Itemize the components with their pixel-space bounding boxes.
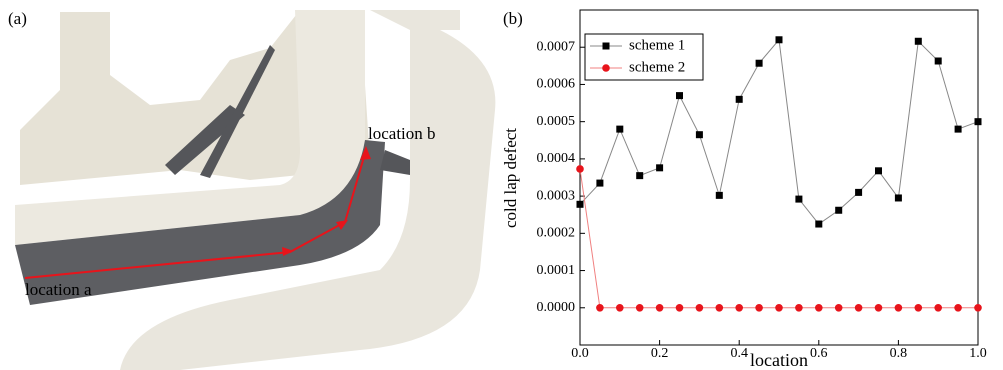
x-tick-label: 1.0 — [969, 346, 987, 361]
marker — [975, 118, 982, 125]
x-tick-label: 0.2 — [651, 346, 669, 361]
marker — [954, 304, 962, 312]
marker — [676, 92, 683, 99]
legend-label: scheme 1 — [629, 37, 685, 53]
marker — [974, 304, 982, 312]
marker — [735, 304, 743, 312]
marker — [915, 38, 922, 45]
marker — [895, 304, 903, 312]
marker — [934, 304, 942, 312]
marker — [875, 304, 883, 312]
x-tick-label: 0.0 — [571, 346, 589, 361]
y-tick-label: 0.0005 — [537, 114, 576, 129]
marker — [835, 207, 842, 214]
marker — [775, 304, 783, 312]
render-panel: (a) location a location b — [0, 0, 495, 370]
marker — [935, 57, 942, 64]
marker — [815, 304, 823, 312]
marker — [656, 304, 664, 312]
y-tick-label: 0.0007 — [537, 39, 576, 54]
series-line — [580, 169, 978, 308]
marker — [576, 165, 584, 173]
marker — [696, 304, 704, 312]
x-tick-label: 0.6 — [810, 346, 828, 361]
marker — [756, 60, 763, 67]
y-tick-label: 0.0003 — [537, 188, 576, 203]
marker — [596, 304, 604, 312]
marker — [716, 304, 724, 312]
marker — [616, 126, 623, 133]
y-tick-label: 0.0006 — [537, 77, 576, 92]
x-axis-label: location — [750, 350, 808, 370]
marker — [776, 36, 783, 43]
marker — [636, 172, 643, 179]
marker — [855, 304, 863, 312]
figure: (a) location a location b (b) cold lap d… — [0, 0, 1003, 370]
panel-label: (b) — [503, 9, 523, 28]
y-tick-label: 0.0000 — [537, 300, 576, 315]
y-tick-label: 0.0001 — [537, 263, 576, 278]
legend-label: scheme 2 — [629, 59, 685, 75]
marker — [835, 304, 843, 312]
marker — [596, 180, 603, 187]
marker — [895, 194, 902, 201]
marker — [875, 167, 882, 174]
marker — [676, 304, 684, 312]
marker — [696, 131, 703, 138]
y-axis-label: cold lap defect — [501, 128, 520, 228]
legend-marker — [602, 64, 610, 72]
marker — [636, 304, 644, 312]
pipe-end — [430, 10, 460, 30]
annotation: location b — [368, 124, 436, 143]
marker — [855, 189, 862, 196]
marker — [815, 221, 822, 228]
marker — [755, 304, 763, 312]
marker — [915, 304, 923, 312]
marker — [716, 192, 723, 199]
legend-marker — [603, 43, 610, 50]
y-tick-label: 0.0004 — [537, 151, 576, 166]
marker — [736, 96, 743, 103]
marker — [577, 201, 584, 208]
x-tick-label: 0.4 — [730, 346, 748, 361]
marker — [616, 304, 624, 312]
y-tick-label: 0.0002 — [537, 226, 576, 241]
marker — [955, 126, 962, 133]
marker — [795, 196, 802, 203]
panel-label: (a) — [8, 9, 27, 28]
marker — [656, 164, 663, 171]
x-tick-label: 0.8 — [890, 346, 908, 361]
marker — [795, 304, 803, 312]
annotation: location a — [25, 280, 92, 299]
